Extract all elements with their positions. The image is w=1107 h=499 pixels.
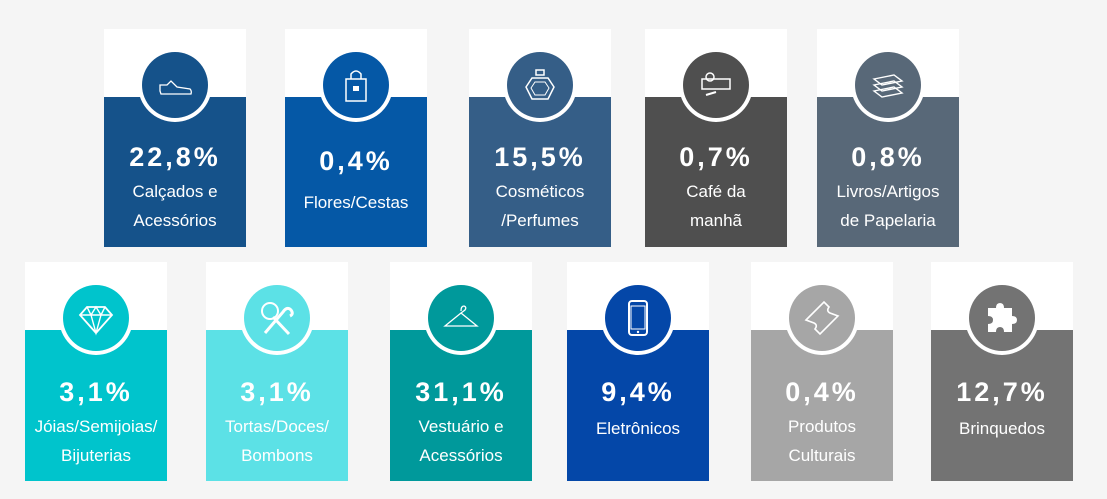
category-percent: 0,7% [679,142,753,172]
category-label: Tortas/Doces/Bombons [206,412,348,470]
books-icon [855,52,921,118]
category-card: 0,8% Livros/Artigos de Papelaria [817,29,959,247]
category-label-line: Acessórios [419,446,503,465]
category-color-panel: 0,4% Flores/Cestas [285,97,427,247]
breakfast-icon [683,52,749,118]
category-card: 31,1% Vestuário e Acessórios [390,262,532,481]
category-label-line: Tortas/Doces/ [225,417,329,436]
category-percent: 31,1% [415,377,507,407]
sneaker-icon [142,52,208,118]
icon-ring [240,281,314,355]
category-label-line: Produtos [787,417,857,436]
category-label: Vestuário e Acessórios [390,412,532,470]
category-color-panel: 3,1% Tortas/Doces/Bombons [206,330,348,481]
hanger-icon [428,285,494,351]
category-label: Cosméticos/Perfumes [469,177,611,235]
category-label-line: Acessórios [133,211,217,230]
category-percent: 0,4% [785,377,859,407]
icon-ring [851,48,925,122]
category-label-line: Eletrônicos [595,419,681,438]
category-label-line: manhã [690,211,742,230]
category-label-line: Cosméticos [495,182,585,201]
candy-icon [244,285,310,351]
category-card: 15,5% Cosméticos/Perfumes [469,29,611,247]
category-color-panel: 0,4% Produtos Culturais [751,330,893,481]
puzzle-icon [969,285,1035,351]
category-label: Café da manhã [645,177,787,235]
category-label-line: Livros/Artigos [836,182,940,201]
category-label-line: Calçados e [132,182,218,201]
category-color-panel: 31,1% Vestuário e Acessórios [390,330,532,481]
ticket-icon [789,285,855,351]
category-card: 0,7% Café da manhã [645,29,787,247]
category-percent: 15,5% [494,142,586,172]
category-label: Livros/Artigos de Papelaria [817,177,959,235]
icon-ring [59,281,133,355]
category-percent: 0,8% [851,142,925,172]
category-label: Brinquedos [931,414,1073,443]
category-label: Flores/Cestas [285,188,427,217]
category-color-panel: 3,1% Jóias/Semijoias/Bijuterias [25,330,167,481]
category-label-line: Café da [686,182,746,201]
category-card: 9,4% Eletrônicos [567,262,709,481]
smartphone-icon [605,285,671,351]
category-percent: 9,4% [601,377,675,407]
category-label: Produtos Culturais [751,412,893,470]
category-label-line: Culturais [788,446,856,465]
icon-ring [319,48,393,122]
icon-ring [601,281,675,355]
category-color-panel: 0,8% Livros/Artigos de Papelaria [817,97,959,247]
category-card: 12,7% Brinquedos [931,262,1073,481]
category-color-panel: 15,5% Cosméticos/Perfumes [469,97,611,247]
category-color-panel: 12,7% Brinquedos [931,330,1073,481]
category-percent: 3,1% [240,377,314,407]
category-percent: 12,7% [956,377,1048,407]
category-label: Eletrônicos [567,414,709,443]
category-label-line: de Papelaria [840,211,936,230]
icon-ring [138,48,212,122]
category-card: 3,1% Tortas/Doces/Bombons [206,262,348,481]
category-percent: 0,4% [319,146,393,176]
category-label-line: Bijuterias [61,446,131,465]
category-card: 0,4% Flores/Cestas [285,29,427,247]
category-label-line: Flores/Cestas [303,193,409,212]
category-label-line: Jóias/Semijoias/ [34,417,158,436]
category-card: 3,1% Jóias/Semijoias/Bijuterias [25,262,167,481]
icon-ring [679,48,753,122]
icon-ring [785,281,859,355]
category-label: Jóias/Semijoias/Bijuterias [25,412,167,470]
perfume-icon [507,52,573,118]
category-color-panel: 22,8% Calçados e Acessórios [104,97,246,247]
diamond-icon [63,285,129,351]
category-label-line: /Perfumes [501,211,579,230]
category-card: 22,8% Calçados e Acessórios [104,29,246,247]
icon-ring [503,48,577,122]
category-color-panel: 0,7% Café da manhã [645,97,787,247]
category-label-line: Vestuário e [418,417,504,436]
category-color-panel: 9,4% Eletrônicos [567,330,709,481]
category-label-line: Bombons [241,446,313,465]
category-percent: 22,8% [129,142,221,172]
category-card: 0,4% Produtos Culturais [751,262,893,481]
category-percent: 3,1% [59,377,133,407]
icon-ring [424,281,498,355]
gift-bag-icon [323,52,389,118]
category-label: Calçados e Acessórios [104,177,246,235]
icon-ring [965,281,1039,355]
category-label-line: Brinquedos [958,419,1045,438]
